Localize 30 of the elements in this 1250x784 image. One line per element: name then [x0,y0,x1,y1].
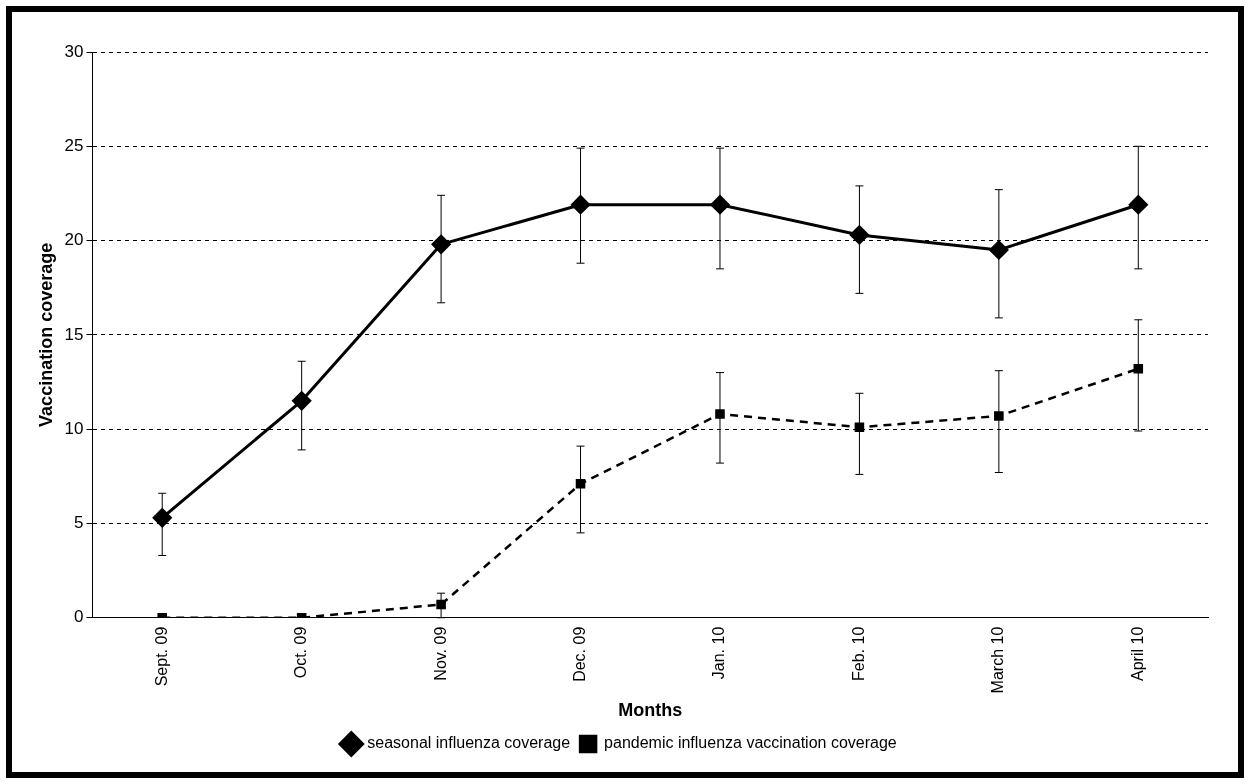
x-tick-label: Oct. 09 [292,626,310,679]
x-tick-label: Sept. 09 [152,626,170,687]
x-tick-label: April 10 [1128,626,1146,681]
legend-label: pandemic influenza vaccination coverage [604,734,897,752]
x-tick-label: Jan. 10 [710,626,728,680]
point [152,508,172,528]
y-tick-label: 15 [64,324,84,344]
point [989,240,1009,260]
y-tick-label: 25 [64,135,84,155]
x-axis-title: Months [618,700,683,721]
point [575,479,586,489]
point [715,409,725,419]
y-tick-label: 0 [74,607,84,627]
y-tick-label: 20 [64,230,84,250]
point [1133,364,1144,374]
x-tick-label: Dec. 09 [570,626,588,682]
legend-label: seasonal influenza coverage [367,734,571,752]
y-axis-title: Vaccination coverage [35,242,56,427]
point [854,422,865,433]
x-tick-label: Feb. 10 [849,626,867,681]
point [849,225,869,245]
y-tick-label: 30 [64,41,84,61]
point [292,391,312,411]
point [571,195,591,215]
point [1128,195,1148,215]
x-tick-label: March 10 [989,626,1007,694]
point [994,411,1004,421]
y-tick-label: 5 [74,513,84,533]
x-tick-label: Nov. 09 [431,626,449,681]
y-tick-label: 10 [64,418,84,438]
